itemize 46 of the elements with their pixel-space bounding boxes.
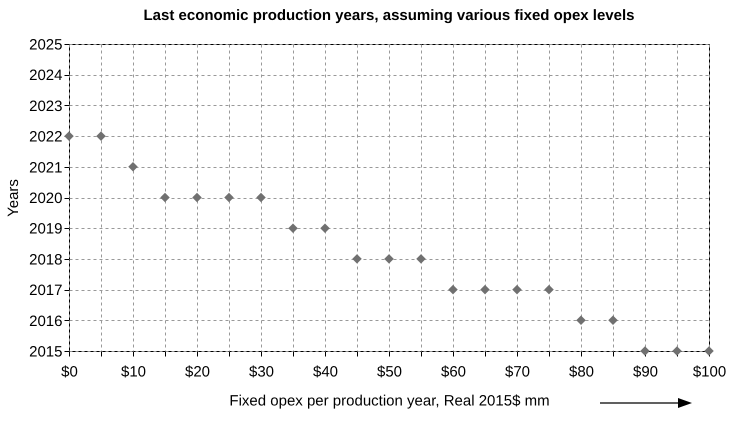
point [160, 192, 170, 202]
point [224, 192, 234, 202]
chart-title: Last economic production years, assuming various fixed opex levels [144, 7, 634, 24]
point [288, 223, 298, 233]
point [192, 192, 202, 202]
y-tick-label: 2023 [29, 98, 62, 115]
point [384, 254, 394, 264]
y-tick-label: 2019 [29, 220, 62, 238]
y-tick-label: 2022 [29, 128, 62, 146]
y-tick-label: 2025 [29, 36, 62, 54]
y-tick-label: 2020 [29, 190, 62, 207]
point [544, 284, 554, 294]
point [416, 254, 426, 264]
point [256, 192, 266, 202]
point [352, 254, 362, 264]
x-tick-label: $90 [632, 364, 658, 380]
point [480, 284, 490, 294]
point [608, 316, 618, 326]
x-tick-label: $100 [692, 364, 726, 380]
point [320, 223, 330, 233]
x-axis-title: Fixed opex per production year, Real 2015$ mm [229, 392, 550, 410]
point [640, 346, 650, 356]
x-tick-label: $80 [568, 364, 594, 380]
y-tick-label: 2024 [29, 67, 62, 84]
point [96, 131, 106, 141]
x-tick-label: $40 [312, 364, 338, 380]
point [576, 316, 586, 326]
point [64, 131, 74, 141]
point [128, 162, 138, 172]
x-tick-label: $20 [184, 364, 210, 380]
point [512, 284, 522, 294]
x-tick-label: $60 [440, 364, 466, 380]
x-tick-label: $70 [504, 364, 530, 380]
y-tick-label: 2015 [29, 344, 62, 360]
y-tick-label: 2018 [29, 251, 62, 268]
y-tick-label: 2017 [29, 282, 62, 300]
point [704, 346, 714, 356]
x-tick-label: $30 [248, 364, 274, 380]
y-axis-title: Years [5, 179, 22, 217]
x-tick-label: $50 [376, 364, 402, 380]
x-tick-label: $10 [120, 364, 146, 380]
point [672, 346, 682, 356]
x-tick-label: $0 [61, 364, 78, 380]
point [448, 284, 458, 294]
y-tick-label: 2021 [29, 159, 62, 176]
y-tick-label: 2016 [29, 312, 62, 330]
